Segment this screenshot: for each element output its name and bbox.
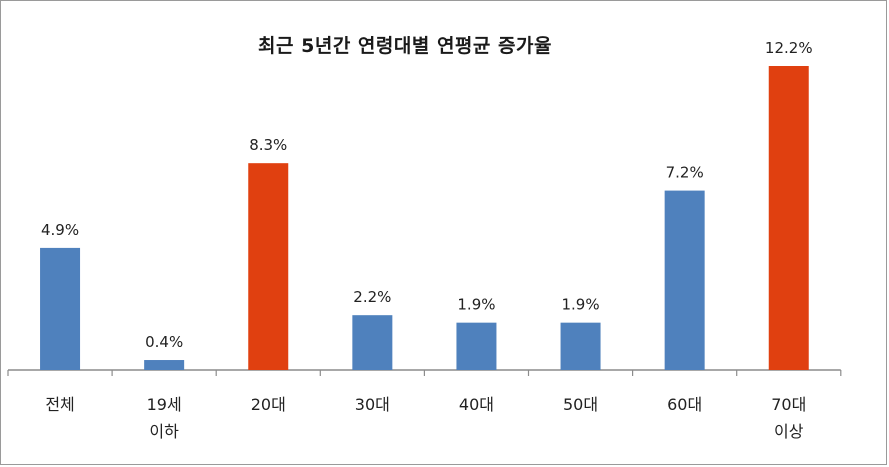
- bar: [768, 66, 809, 370]
- category-label: 전체: [45, 395, 74, 414]
- data-label: 2.2%: [353, 288, 391, 306]
- category-label: 60대: [667, 395, 702, 414]
- bar: [456, 322, 497, 370]
- bar: [352, 315, 393, 370]
- bar: [40, 247, 81, 370]
- bar: [560, 322, 601, 370]
- bar: [664, 190, 705, 370]
- category-label: 20대: [251, 395, 286, 414]
- chart-title: 최근 5년간 연령대별 연평균 증가율: [258, 35, 552, 57]
- category-label: 이상: [774, 422, 804, 441]
- category-label: 50대: [563, 395, 598, 414]
- category-label: 70대: [771, 395, 806, 414]
- category-label: 19세: [147, 395, 182, 414]
- data-label: 7.2%: [666, 164, 704, 182]
- data-label: 0.4%: [145, 333, 183, 351]
- data-label: 8.3%: [249, 136, 287, 154]
- data-label: 1.9%: [561, 296, 599, 314]
- data-label: 1.9%: [457, 296, 495, 314]
- data-label: 4.9%: [41, 221, 79, 239]
- category-label: 이하: [149, 422, 179, 441]
- category-label: 40대: [459, 395, 494, 414]
- bar: [144, 360, 185, 370]
- category-label: 30대: [355, 395, 390, 414]
- data-label: 12.2%: [765, 39, 813, 57]
- bar: [248, 163, 289, 370]
